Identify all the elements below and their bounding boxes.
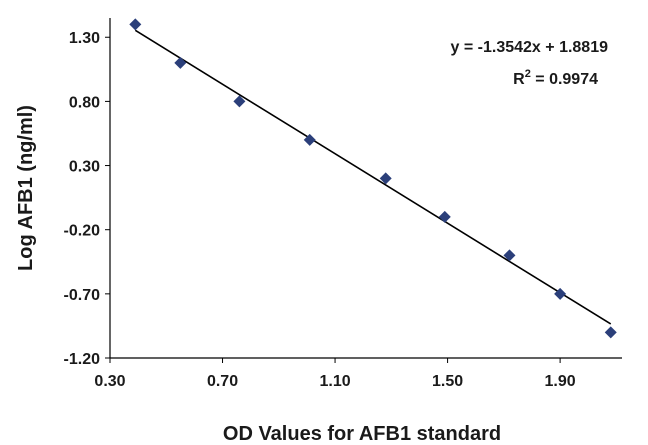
y-tick-label: 1.30 [69, 30, 100, 47]
data-point [303, 133, 316, 146]
x-tick-label: 1.10 [319, 373, 350, 390]
data-point [438, 210, 451, 223]
y-axis-ticks: 1.30 0.80 0.30 -0.20 -0.70 -1.20 [64, 30, 110, 368]
y-tick-label: -0.20 [64, 223, 101, 240]
y-tick-label: 0.80 [69, 94, 100, 111]
data-point [604, 326, 617, 339]
x-axis-ticks: 0.30 0.70 1.10 1.50 1.90 [94, 358, 576, 390]
data-points [129, 18, 617, 339]
trendline-equation: y = -1.3542x + 1.8819 [451, 39, 609, 56]
data-point [554, 287, 567, 300]
x-tick-label: 1.50 [432, 373, 463, 390]
data-point [129, 18, 142, 31]
data-point [379, 172, 392, 185]
y-axis-title: Log AFB1 (ng/ml) [15, 105, 37, 271]
y-tick-label: -1.20 [64, 351, 101, 368]
trendline [134, 29, 612, 325]
data-point [503, 249, 516, 262]
y-tick-label: -0.70 [64, 287, 101, 304]
x-tick-label: 1.90 [545, 373, 576, 390]
x-tick-label: 0.70 [207, 373, 238, 390]
x-axis-title: OD Values for AFB1 standard [223, 423, 501, 445]
y-tick-label: 0.30 [69, 159, 100, 176]
r-squared-label: R2 = 0.9974 [513, 68, 598, 88]
data-point [233, 95, 246, 108]
plot-area: 0.30 0.70 1.10 1.50 1.90 1.30 0.80 0.30 -0.20 -0… [64, 18, 622, 390]
x-tick-label: 0.30 [94, 373, 125, 390]
data-point [174, 56, 187, 69]
